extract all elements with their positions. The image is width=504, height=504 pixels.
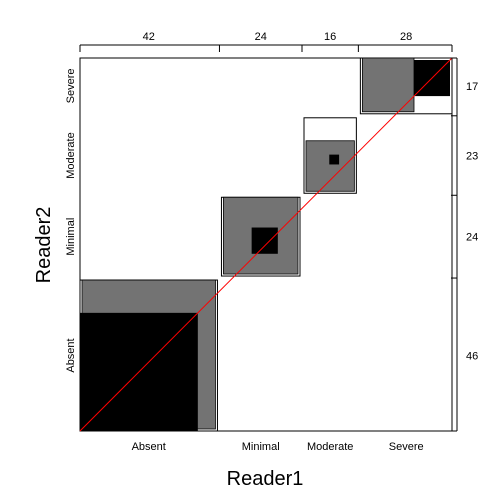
axes: 42 24 16 28 46 24 23 17 Absent Minimal Moderate Sev…	[65, 31, 478, 453]
row-total-moderate: 23	[466, 151, 478, 163]
row-total-absent: 46	[466, 351, 478, 363]
col-total-minimal: 24	[255, 31, 267, 43]
partial-agreement-severe	[361, 57, 415, 113]
col-total-moderate: 16	[324, 31, 336, 43]
exact-agreement-minimal	[251, 227, 278, 254]
x-tick-label-severe: Severe	[389, 441, 424, 453]
col-total-severe: 28	[400, 31, 412, 43]
y-tick-label-minimal: Minimal	[65, 218, 77, 256]
diagonal-line	[79, 57, 453, 432]
plot-frame	[79, 57, 453, 432]
x-tick-label-absent: Absent	[132, 441, 166, 453]
col-total-absent: 42	[143, 31, 155, 43]
y-tick-label-severe: Severe	[65, 68, 77, 103]
plot-area	[79, 57, 453, 432]
row-total-severe: 17	[466, 81, 478, 93]
x-axis-title: Reader1	[227, 468, 304, 490]
y-tick-label-absent: Absent	[65, 338, 77, 372]
partial-agreement-moderate	[305, 140, 355, 192]
row-total-minimal: 24	[466, 232, 478, 244]
x-tick-label-moderate: Moderate	[307, 441, 353, 453]
exact-agreement-moderate	[329, 154, 340, 165]
y-axis-title: Reader2	[33, 207, 55, 284]
x-tick-label-minimal: Minimal	[242, 441, 280, 453]
y-tick-label-moderate: Moderate	[65, 132, 77, 178]
